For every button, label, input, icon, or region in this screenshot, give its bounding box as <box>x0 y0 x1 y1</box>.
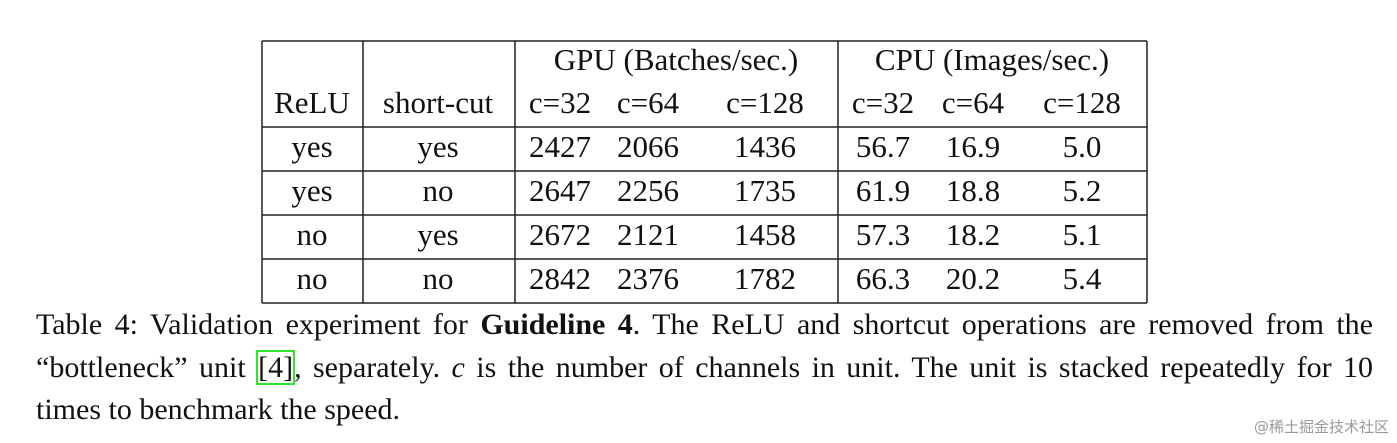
table-cell: 56.7 <box>856 129 910 164</box>
table-cell: 1436 <box>734 129 796 164</box>
caption-bold: Guideline 4 <box>480 308 633 341</box>
table-cell: 2066 <box>617 129 679 164</box>
table-cell: 2121 <box>617 217 679 252</box>
table-cell: 16.9 <box>946 129 1000 164</box>
table-cell: yes <box>417 129 458 164</box>
table-cell: no <box>423 173 454 208</box>
caption-text: . The ReLU and shortcut operations are r… <box>36 308 1373 384</box>
column-header: c=64 <box>942 85 1005 120</box>
watermark: @稀土掘金技术社区 <box>1253 418 1389 436</box>
table-cell: 2427 <box>529 129 591 164</box>
table-cell: 1782 <box>734 261 796 296</box>
table-cell: 5.1 <box>1063 217 1102 252</box>
table-cell: yes <box>291 173 332 208</box>
table-cell: 66.3 <box>856 261 910 296</box>
table-cell: no <box>297 261 328 296</box>
table-cell: 20.2 <box>946 261 1000 296</box>
table-cell: 2672 <box>529 217 591 252</box>
table-cell: 1735 <box>734 173 796 208</box>
table-cell: 5.4 <box>1063 261 1102 296</box>
caption-text: is the number of channels in unit. The u… <box>36 350 1373 427</box>
table-cell: 61.9 <box>856 173 910 208</box>
column-header: c=64 <box>617 85 680 120</box>
column-header: short-cut <box>383 85 494 120</box>
column-header: c=128 <box>1043 85 1121 120</box>
table-cell: 2376 <box>617 261 679 296</box>
column-header: c=32 <box>852 85 914 120</box>
table-cell: 1458 <box>734 217 796 252</box>
table-cell: no <box>297 217 328 252</box>
table-cell: 2842 <box>529 261 591 296</box>
column-header: c=32 <box>529 85 591 120</box>
group-header: CPU (Images/sec.) <box>875 42 1109 77</box>
group-header: GPU (Batches/sec.) <box>554 42 799 77</box>
table-cell: 18.2 <box>946 217 1000 252</box>
table-cell: 5.0 <box>1063 129 1102 164</box>
table-cell: 2647 <box>529 173 591 208</box>
table-cell: 2256 <box>617 173 679 208</box>
table-cell: 18.8 <box>946 173 1000 208</box>
caption-text: Table 4: Validation experiment for <box>36 308 481 341</box>
table-cell: 57.3 <box>856 217 910 252</box>
table-cell: yes <box>291 129 332 164</box>
table-cell: yes <box>417 217 458 252</box>
caption-italic: c <box>451 350 465 384</box>
caption-text: , separately. <box>294 350 452 384</box>
table-cell: 5.2 <box>1063 173 1102 208</box>
column-header: ReLU <box>274 85 350 120</box>
column-header: c=128 <box>726 85 804 120</box>
caption: Table 4: Validation experiment for Guide… <box>36 304 1373 432</box>
reference-link[interactable]: [4] <box>256 349 296 385</box>
table-cell: no <box>423 261 454 296</box>
